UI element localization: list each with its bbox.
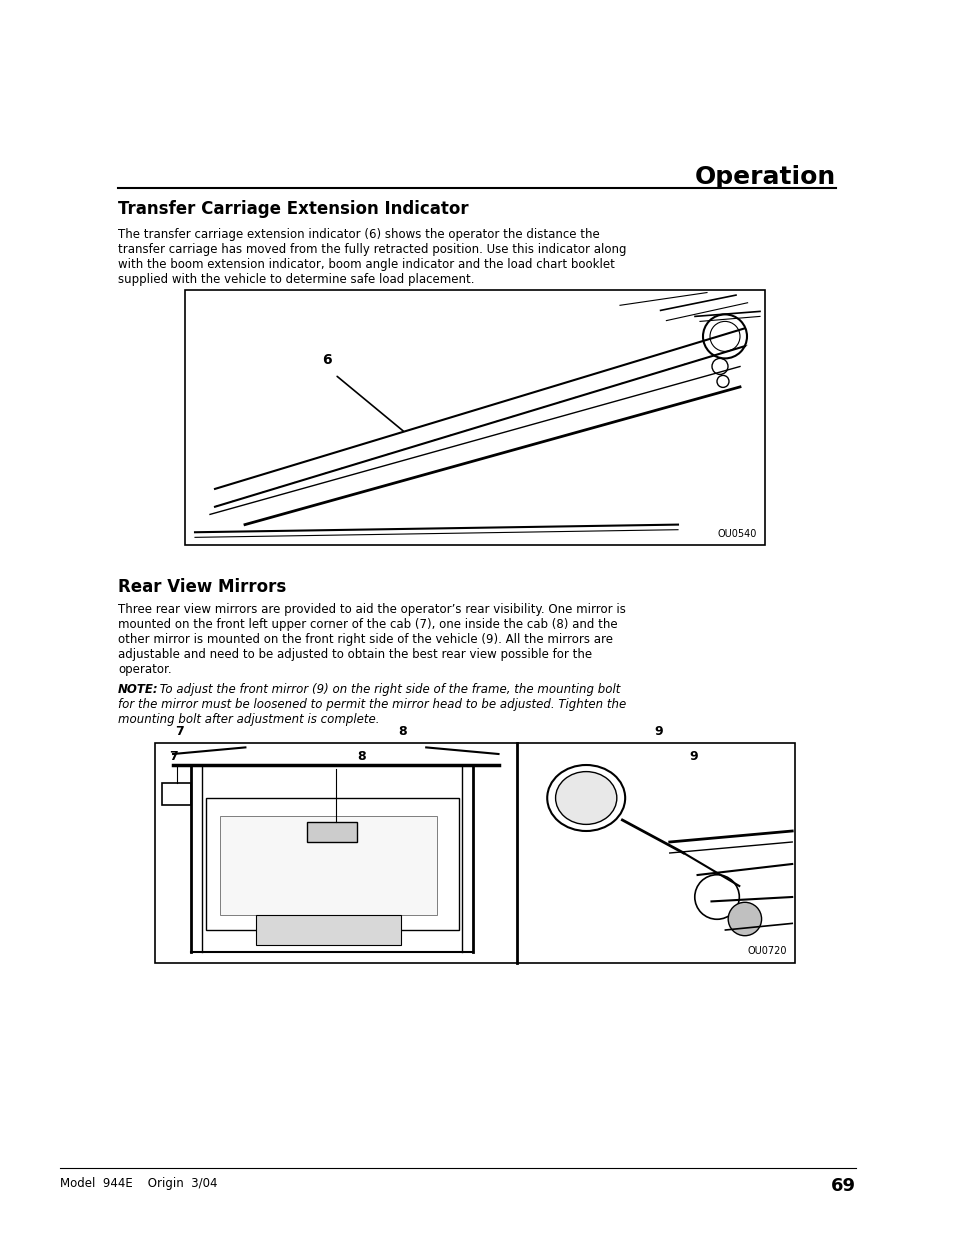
Text: with the boom extension indicator, boom angle indicator and the load chart bookl: with the boom extension indicator, boom …	[118, 258, 615, 270]
Text: 7: 7	[174, 725, 184, 739]
Bar	[220, 815, 436, 915]
Text: transfer carriage has moved from the fully retracted position. Use this indicato: transfer carriage has moved from the ful…	[118, 243, 626, 256]
Bar	[206, 798, 458, 930]
Text: 9: 9	[654, 725, 662, 739]
Text: other mirror is mounted on the front right side of the vehicle (9). All the mirr: other mirror is mounted on the front rig…	[118, 634, 613, 646]
Text: 7: 7	[170, 750, 178, 762]
Text: Three rear view mirrors are provided to aid the operator’s rear visibility. One : Three rear view mirrors are provided to …	[118, 603, 625, 616]
Bar	[185, 290, 764, 545]
Text: 8: 8	[357, 750, 366, 762]
Text: supplied with the vehicle to determine safe load placement.: supplied with the vehicle to determine s…	[118, 273, 474, 287]
Ellipse shape	[555, 772, 617, 825]
Text: 9: 9	[688, 750, 697, 762]
Text: mounted on the front left upper corner of the cab (7), one inside the cab (8) an: mounted on the front left upper corner o…	[118, 618, 617, 631]
Circle shape	[727, 903, 760, 936]
Text: Model  944E    Origin  3/04: Model 944E Origin 3/04	[60, 1177, 217, 1191]
Bar	[256, 915, 400, 946]
Bar	[162, 783, 191, 804]
Bar	[154, 743, 794, 963]
Text: To adjust the front mirror (9) on the right side of the frame, the mounting bolt: To adjust the front mirror (9) on the ri…	[156, 683, 619, 697]
Text: for the mirror must be loosened to permit the mirror head to be adjusted. Tighte: for the mirror must be loosened to permi…	[118, 698, 625, 711]
Text: 8: 8	[397, 725, 406, 739]
Text: OU0720: OU0720	[746, 946, 786, 956]
Text: operator.: operator.	[118, 663, 172, 676]
Text: NOTE:: NOTE:	[118, 683, 158, 697]
Text: OU0540: OU0540	[717, 529, 757, 538]
Text: Transfer Carriage Extension Indicator: Transfer Carriage Extension Indicator	[118, 200, 468, 219]
Text: The transfer carriage extension indicator (6) shows the operator the distance th: The transfer carriage extension indicato…	[118, 228, 599, 241]
Text: Rear View Mirrors: Rear View Mirrors	[118, 578, 286, 597]
Text: adjustable and need to be adjusted to obtain the best rear view possible for the: adjustable and need to be adjusted to ob…	[118, 648, 592, 661]
Text: mounting bolt after adjustment is complete.: mounting bolt after adjustment is comple…	[118, 713, 379, 726]
Text: 6: 6	[322, 353, 332, 367]
Text: Operation: Operation	[694, 165, 835, 189]
Bar	[307, 823, 357, 842]
Text: 69: 69	[830, 1177, 855, 1195]
